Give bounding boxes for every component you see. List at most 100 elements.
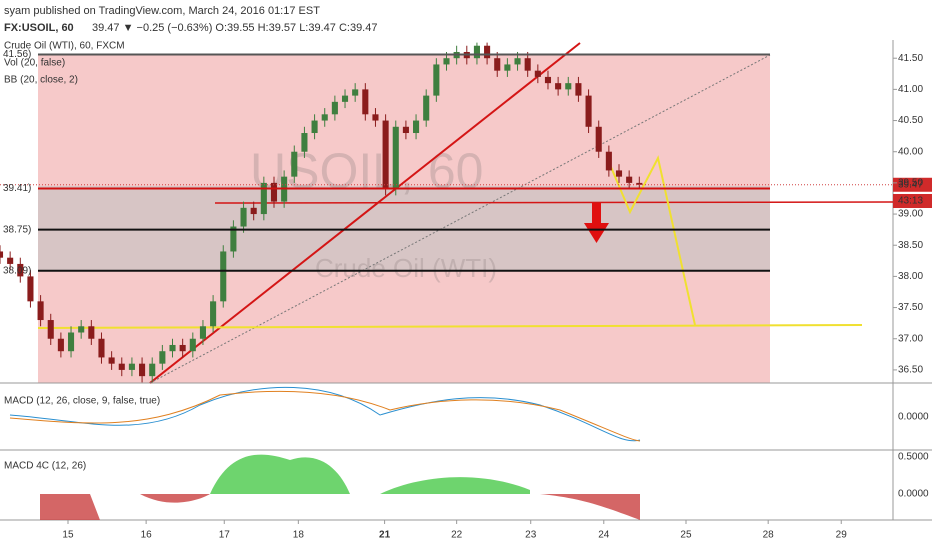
- candle-body: [128, 363, 135, 370]
- support-line: [214, 201, 932, 204]
- candle-body: [78, 326, 85, 333]
- candle-body: [423, 95, 430, 121]
- projection: [607, 155, 696, 326]
- candle-body: [331, 101, 338, 115]
- candle-body: [159, 351, 166, 364]
- candle-body: [179, 344, 186, 352]
- x-tick-label: 29: [836, 530, 848, 541]
- macd-tick: 0.0000: [898, 412, 929, 423]
- x-tick-label: 15: [62, 530, 74, 541]
- down-arrow: [584, 203, 609, 243]
- watermark: Crude Oil (WTI): [315, 253, 497, 283]
- signal-line: [9, 390, 641, 442]
- candle-body: [413, 120, 420, 134]
- candle-body: [189, 338, 196, 352]
- candle-body: [98, 338, 105, 358]
- x-tick-label: 21: [379, 530, 391, 541]
- trend-line: [149, 54, 771, 384]
- candle-body: [595, 126, 602, 152]
- macd4c-tick: 0.5000: [898, 452, 929, 463]
- legend-item: Vol (20, false): [4, 58, 65, 69]
- candle-body: [473, 45, 480, 59]
- last-price-label: 39.47: [898, 179, 923, 190]
- candle-body: [585, 95, 592, 127]
- candle-body: [17, 263, 24, 277]
- candle-body: [47, 320, 54, 339]
- candle-body: [199, 326, 206, 339]
- candle-body: [169, 344, 176, 352]
- candle-body: [402, 126, 409, 134]
- candle-body: [636, 182, 643, 185]
- candle-body: [139, 363, 146, 377]
- y-tick-label: 41.00: [898, 84, 923, 95]
- legend-item: Crude Oil (WTI), 60, FXCM: [4, 41, 125, 52]
- candle-body: [67, 332, 75, 352]
- countdown: 43:13: [898, 196, 923, 207]
- y-tick-label: 37.00: [898, 333, 923, 344]
- candle-body: [321, 114, 328, 121]
- candle-body: [534, 70, 541, 77]
- candle-body: [0, 251, 4, 258]
- x-tick-label: 25: [680, 530, 692, 541]
- y-tick-label: 38.00: [898, 271, 923, 282]
- candle-body: [118, 363, 125, 370]
- x-tick-label: 17: [219, 530, 231, 541]
- macd-line: [9, 386, 641, 442]
- macd4c-tick: 0.0000: [898, 489, 929, 500]
- x-tick-label: 28: [763, 530, 775, 541]
- x-tick-label: 18: [293, 530, 305, 541]
- y-tick-label: 39.00: [898, 209, 923, 220]
- candle-body: [352, 89, 359, 96]
- candle-body: [392, 126, 399, 190]
- y-tick-label: 40.50: [898, 115, 923, 126]
- candle-body: [210, 301, 217, 327]
- y-tick-label: 38.50: [898, 240, 923, 251]
- level-label: 41.56): [3, 49, 31, 60]
- quote: 39.47 ▼ −0.25 (−0.63%) O:39.55 H:39.57 L…: [92, 22, 377, 34]
- candle-body: [108, 357, 115, 364]
- candle-body: [88, 326, 95, 339]
- y-tick-label: 40.00: [898, 146, 923, 157]
- candle-body: [7, 257, 14, 264]
- candle-body: [433, 64, 440, 96]
- macd-title: MACD (12, 26, close, 9, false, true): [4, 396, 160, 407]
- level-label: 38.75): [3, 224, 31, 235]
- target-line: [37, 324, 863, 329]
- candle-body: [362, 89, 369, 115]
- candle-body: [230, 226, 237, 252]
- x-tick-label: 16: [141, 530, 153, 541]
- level-label: 39.41): [3, 183, 31, 194]
- candle-body: [575, 83, 582, 96]
- candle-body: [555, 83, 562, 90]
- candle-body: [270, 182, 278, 202]
- range-zone: [38, 186, 770, 271]
- candle-body: [494, 58, 501, 71]
- macd4c-positive: [210, 454, 530, 494]
- candle-body: [149, 363, 156, 377]
- last-price-tag: [893, 177, 932, 192]
- candle-body: [504, 64, 511, 71]
- candle-body: [27, 276, 34, 302]
- candle-body: [341, 95, 349, 102]
- candle-body: [311, 120, 318, 134]
- y-tick-label: 41.50: [898, 53, 923, 64]
- y-tick-label: 37.50: [898, 302, 923, 313]
- candle-body: [37, 301, 44, 321]
- candle-body: [291, 151, 298, 177]
- y-tick-label: 36.50: [898, 365, 923, 376]
- watermark: USOIL, 60: [250, 143, 483, 199]
- macd4c-title: MACD 4C (12, 26): [4, 461, 86, 472]
- candle-body: [544, 76, 552, 84]
- x-tick-label: 24: [598, 530, 610, 541]
- candle-body: [220, 251, 227, 302]
- candle-body: [250, 207, 257, 215]
- candle-body: [514, 58, 521, 65]
- candle-body: [484, 45, 491, 59]
- macd4c-negative: [540, 494, 640, 520]
- legend-item: BB (20, close, 2): [4, 75, 78, 86]
- y-tick-label: 39.50: [898, 178, 923, 189]
- x-tick-label: 22: [451, 530, 463, 541]
- candle-body: [57, 338, 64, 352]
- candle-body: [240, 207, 247, 227]
